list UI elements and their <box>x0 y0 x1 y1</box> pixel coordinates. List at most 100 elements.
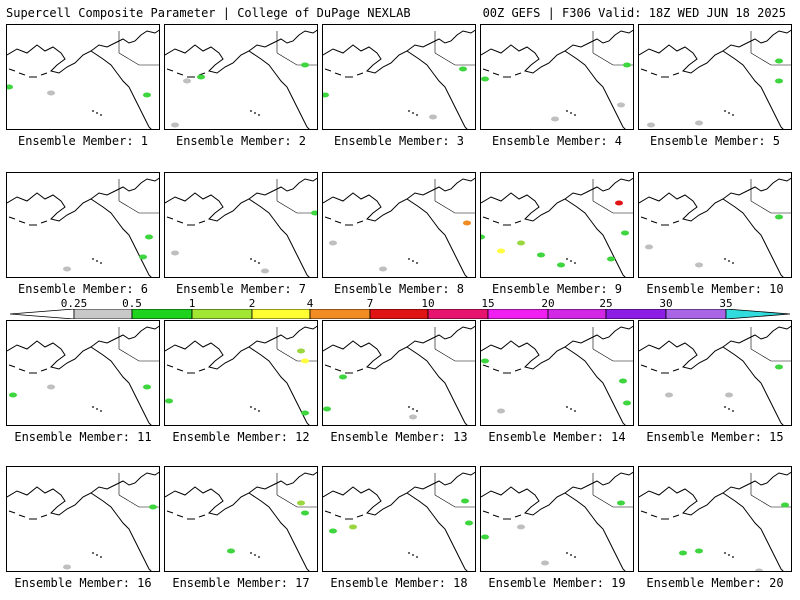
coastline <box>481 29 633 74</box>
hawaii-island <box>96 112 98 114</box>
scp-contour <box>481 358 489 364</box>
scp-contour <box>537 252 545 258</box>
hawaii-island <box>250 258 252 260</box>
color-scale-tick-label: 4 <box>306 297 314 310</box>
hawaii-island <box>728 112 730 114</box>
scp-contour <box>197 74 205 80</box>
scp-contour <box>143 384 151 390</box>
member-caption: Ensemble Member: 14 <box>488 430 626 444</box>
basemap <box>481 471 633 571</box>
political-border <box>276 473 317 508</box>
coastline <box>248 50 310 129</box>
scp-contour <box>171 250 179 256</box>
color-scale-tick-label: 30 <box>659 297 673 310</box>
scp-contour <box>775 58 783 64</box>
hawaii-island <box>724 406 726 408</box>
basemap <box>323 325 475 425</box>
hawaii-island <box>416 410 418 412</box>
basemap <box>165 325 317 425</box>
member-caption: Ensemble Member: 4 <box>491 134 623 148</box>
coastline <box>166 364 206 374</box>
coastline <box>564 492 626 571</box>
hawaii-island <box>728 554 730 556</box>
coastline <box>7 177 159 222</box>
member-caption: Ensemble Member: 15 <box>646 430 784 444</box>
color-scale-tick-label: 7 <box>366 297 374 310</box>
political-border <box>434 179 475 214</box>
scp-contour <box>557 262 565 268</box>
scp-contour <box>297 348 305 354</box>
member-map-panel <box>164 466 318 572</box>
scp-contour <box>497 248 505 254</box>
scp-contour <box>379 266 387 272</box>
coastline <box>165 471 317 516</box>
scp-contour <box>617 500 625 506</box>
hawaii-island <box>408 552 410 554</box>
hawaii-island <box>92 110 94 112</box>
coastline <box>165 29 317 74</box>
coastline <box>481 325 633 370</box>
scp-contour <box>301 62 309 68</box>
scp-contour <box>7 84 13 90</box>
member-map-panel <box>6 320 160 426</box>
scp-contour <box>63 266 71 272</box>
coastline <box>640 510 680 520</box>
hawaii-island <box>416 262 418 264</box>
scp-contour <box>329 240 337 246</box>
scp-contour <box>775 214 783 220</box>
basemap <box>165 29 317 129</box>
member-map-panel <box>480 466 634 572</box>
coastline <box>323 29 475 74</box>
hawaii-island <box>416 114 418 116</box>
member-map-panel <box>164 24 318 130</box>
political-border <box>276 31 317 66</box>
member-caption: Ensemble Member: 8 <box>333 282 465 296</box>
scp-contour <box>551 116 559 122</box>
coastline <box>8 364 48 374</box>
coastline <box>406 492 468 571</box>
hawaii-island <box>250 552 252 554</box>
hawaii-island <box>408 406 410 408</box>
product-title: Supercell Composite Parameter | College … <box>6 6 411 20</box>
basemap <box>481 177 633 277</box>
political-border <box>592 473 633 508</box>
member-map-panel <box>322 466 476 572</box>
scp-contour <box>463 220 471 226</box>
coastline <box>482 68 522 78</box>
hawaii-island <box>570 408 572 410</box>
member-map-panel <box>322 172 476 278</box>
scp-contour <box>695 120 703 126</box>
basemap <box>639 325 791 425</box>
color-scale-tick-label: 20 <box>541 297 555 310</box>
coastline <box>639 325 791 370</box>
political-border <box>592 327 633 362</box>
member-map-panel <box>480 24 634 130</box>
hawaii-island <box>258 114 260 116</box>
scp-contour <box>323 92 329 98</box>
coastline <box>165 177 317 222</box>
scp-contour <box>607 256 615 262</box>
basemap <box>323 471 475 571</box>
coastline <box>324 510 364 520</box>
hawaii-island <box>258 262 260 264</box>
coastline <box>8 68 48 78</box>
coastline <box>722 198 784 277</box>
hawaii-island <box>566 110 568 112</box>
scp-contour <box>323 406 331 412</box>
hawaii-island <box>732 410 734 412</box>
political-border <box>592 179 633 214</box>
scp-contour <box>227 548 235 554</box>
hawaii-island <box>574 556 576 558</box>
scp-contour <box>621 230 629 236</box>
political-border <box>118 327 159 362</box>
hawaii-island <box>416 556 418 558</box>
hawaii-island <box>100 114 102 116</box>
political-border <box>434 327 475 362</box>
hawaii-island <box>254 112 256 114</box>
coastline <box>640 364 680 374</box>
basemap <box>481 325 633 425</box>
hawaii-island <box>570 112 572 114</box>
hawaii-island <box>412 112 414 114</box>
hawaii-island <box>250 406 252 408</box>
coastline <box>8 216 48 226</box>
